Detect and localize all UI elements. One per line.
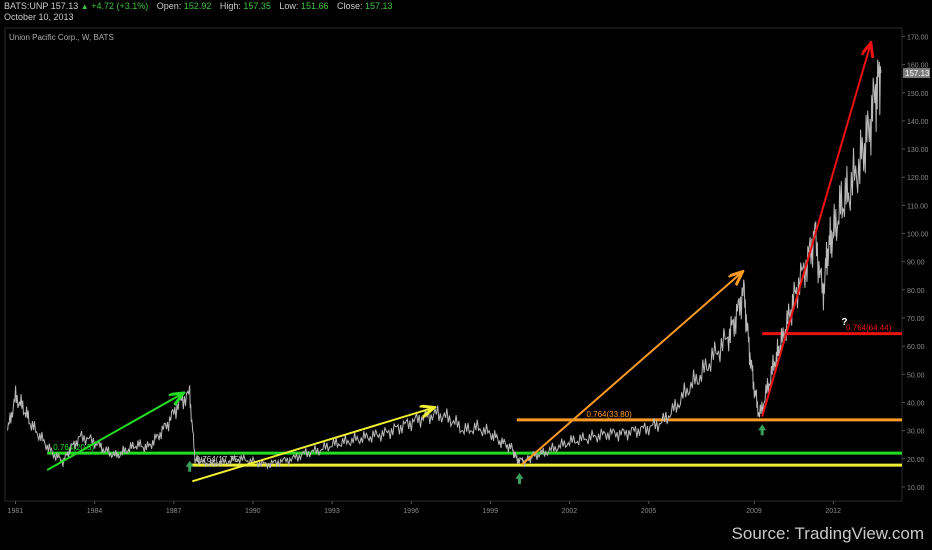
y-tick-label: 160.00 bbox=[907, 63, 929, 70]
y-tick-label: 30.00 bbox=[907, 429, 925, 436]
up-triangle-icon: ▲ bbox=[80, 2, 89, 11]
last-price-tag-label: 157.13 bbox=[905, 69, 930, 78]
trend-arrow-green bbox=[46, 394, 182, 471]
symbol-label: BATS:UNP bbox=[4, 1, 49, 11]
trend-arrow-yellow bbox=[192, 408, 432, 483]
trend-arrow-red bbox=[761, 45, 870, 417]
low-value: 151.66 bbox=[300, 1, 329, 11]
up-arrow-marker-icon bbox=[515, 472, 524, 484]
y-tick-label: 140.00 bbox=[907, 119, 929, 126]
y-tick-label: 130.00 bbox=[907, 147, 929, 154]
x-tick-label: 1990 bbox=[245, 508, 261, 515]
plot-frame bbox=[4, 27, 903, 502]
chart-date: October 10, 2013 bbox=[4, 12, 74, 22]
last-price-tag: 157.13 bbox=[903, 68, 930, 78]
high-value: 157.35 bbox=[243, 1, 271, 11]
chart-title: Union Pacific Corp., W, BATS bbox=[9, 33, 114, 42]
trend-arrow-orange bbox=[521, 273, 741, 466]
low-label: Low: bbox=[279, 1, 299, 11]
level-label-green: 0.764(20.5) bbox=[53, 443, 94, 452]
x-tick-label: 2009 bbox=[746, 508, 762, 515]
y-axis: 10.00 20.00 30.00 40.00 50.00 60.00 70.00 80.00… bbox=[902, 34, 929, 492]
price-line bbox=[7, 59, 882, 470]
y-tick-label: 100.00 bbox=[907, 232, 929, 239]
x-axis: 1981 1984 1987 1990 1993 1996 1999 2002 2005 2009… bbox=[8, 501, 841, 515]
level-label-yellow: 0.764(17.75) bbox=[196, 455, 242, 464]
y-tick-label: 10.00 bbox=[907, 485, 925, 492]
high-label: High: bbox=[219, 1, 241, 11]
price-series bbox=[7, 59, 882, 470]
x-tick-label: 2005 bbox=[641, 508, 657, 515]
y-tick-label: 120.00 bbox=[907, 175, 929, 182]
chart-annotations: ? bbox=[841, 317, 847, 328]
y-tick-label: 170.00 bbox=[907, 34, 929, 41]
x-tick-label: 2012 bbox=[825, 508, 841, 515]
level-label-red: 0.764(64.44) bbox=[846, 324, 892, 333]
y-tick-label: 150.00 bbox=[907, 91, 929, 98]
level-label-orange: 0.764(33.80) bbox=[586, 410, 632, 419]
y-tick-label: 80.00 bbox=[907, 288, 925, 295]
last-price: 157.13 bbox=[50, 1, 79, 11]
y-tick-label: 90.00 bbox=[907, 260, 925, 267]
x-tick-label: 1996 bbox=[403, 508, 419, 515]
close-label: Close: bbox=[337, 1, 363, 11]
source-watermark: Source: TradingView.com bbox=[731, 524, 924, 543]
up-arrow-marker-icon bbox=[185, 460, 194, 472]
last-price-tag-box bbox=[903, 68, 930, 78]
fibonacci-levels: 0.764(17.75) 0.764(20.5) 0.764(33.80) 0.764… bbox=[47, 324, 902, 467]
y-tick-label: 20.00 bbox=[907, 457, 925, 464]
x-tick-label: 2002 bbox=[562, 508, 578, 515]
open-label: Open: bbox=[156, 1, 182, 11]
symbol-info-bar: BATS:UNP 157.13 ▲ +4.72 (+3.1%) Open: 15… bbox=[4, 1, 393, 12]
y-tick-label: 60.00 bbox=[907, 344, 925, 351]
x-tick-label: 1981 bbox=[8, 508, 24, 515]
y-tick-label: 110.00 bbox=[907, 203, 928, 210]
price-change: +4.72 (+3.1%) bbox=[91, 1, 149, 11]
y-tick-label: 50.00 bbox=[907, 372, 925, 379]
up-arrow-marker-icon bbox=[758, 424, 767, 436]
x-tick-label: 1987 bbox=[166, 508, 182, 515]
y-tick-label: 70.00 bbox=[907, 316, 925, 323]
x-tick-label: 1984 bbox=[87, 508, 103, 515]
x-tick-label: 1993 bbox=[324, 508, 340, 515]
trend-arrows bbox=[46, 45, 870, 483]
open-value: 152.92 bbox=[183, 1, 212, 11]
x-tick-label: 1999 bbox=[482, 508, 498, 515]
question-annotation: ? bbox=[841, 317, 847, 328]
turning-point-markers bbox=[185, 424, 767, 484]
close-value: 157.13 bbox=[365, 1, 393, 11]
y-tick-label: 40.00 bbox=[907, 400, 925, 407]
